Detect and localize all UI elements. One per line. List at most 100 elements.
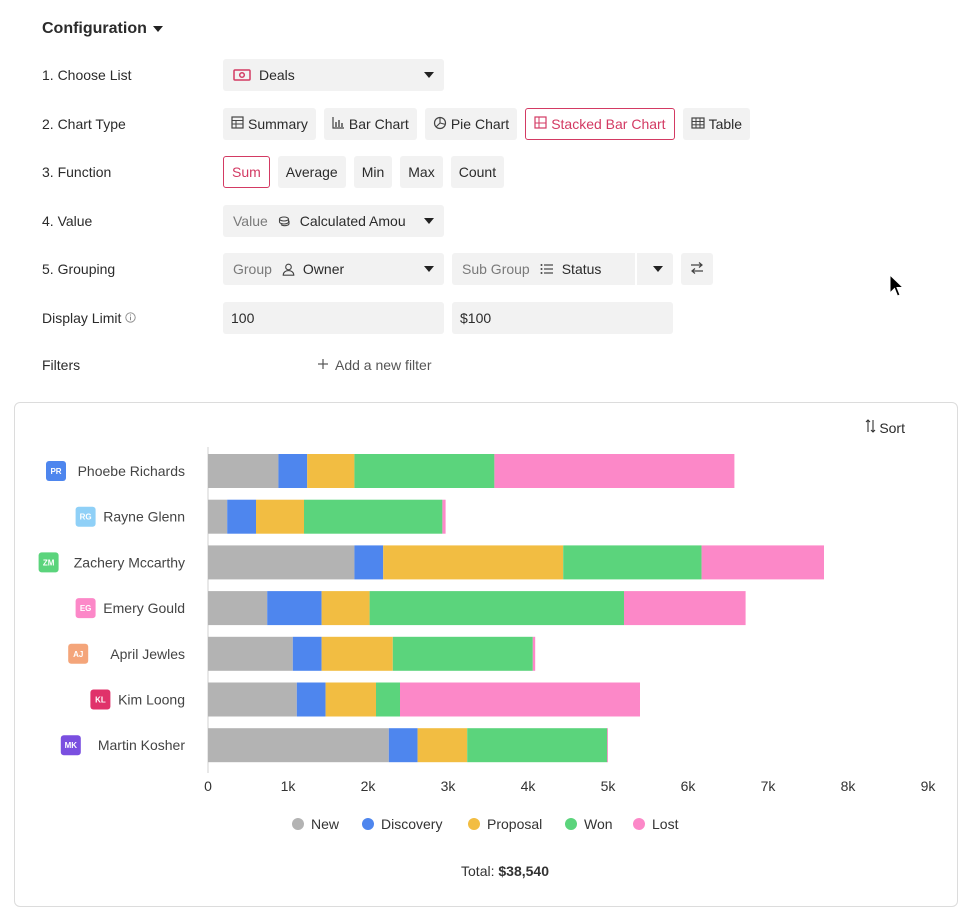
row-chart-type: 2. Chart Type Summary Bar Chart Pie Char… — [42, 108, 942, 140]
chart-type-summary[interactable]: Summary — [223, 108, 316, 140]
x-tick-label: 6k — [681, 778, 697, 794]
bar-segment-discovery — [388, 728, 418, 763]
chevron-down-icon — [424, 266, 434, 272]
choose-list-select[interactable]: Deals — [223, 59, 444, 91]
bar-segment-proposal — [307, 454, 355, 488]
grouping-label: 5. Grouping — [42, 261, 116, 277]
user-icon — [282, 263, 295, 276]
bar-segment-new — [208, 636, 293, 671]
x-tick-label: 5k — [601, 778, 617, 794]
bar-segment-lost — [624, 591, 746, 626]
display-limit-label: Display Limit — [42, 310, 122, 326]
avatar — [75, 598, 96, 619]
function-average[interactable]: Average — [277, 156, 346, 188]
bar-segment-won — [563, 545, 702, 580]
row-value: 4. Value Value Calculated Amou — [42, 205, 942, 237]
bar-segment-new — [208, 499, 228, 534]
function-sum[interactable]: Sum — [223, 156, 270, 188]
chart-type-table[interactable]: Table — [682, 108, 751, 140]
value-value: Calculated Amou — [299, 213, 406, 229]
avatar — [75, 506, 96, 527]
bar-segment-proposal — [321, 591, 370, 626]
bar-segment-lost — [532, 636, 536, 671]
display-limit-input[interactable]: 100 — [223, 302, 444, 334]
chart-type-bar-label: Bar Chart — [348, 116, 409, 132]
avatar — [46, 461, 66, 481]
row-display-limit: Display Limit 100 $100 — [42, 302, 942, 334]
legend-label: Discovery — [381, 816, 442, 832]
bar-segment-new — [208, 728, 389, 763]
configuration-title: Configuration — [42, 20, 147, 37]
bar-segment-proposal — [256, 499, 304, 534]
x-tick-label: 2k — [361, 778, 377, 794]
total-label: Total: — [461, 863, 498, 879]
bar-segment-lost — [607, 728, 608, 763]
bar-segment-lost — [494, 454, 735, 488]
bar-segment-new — [208, 682, 297, 717]
chart-type-pie[interactable]: Pie Chart — [424, 108, 518, 140]
avatar-initials: PR — [50, 467, 61, 476]
category-label: Phoebe Richards — [78, 463, 185, 479]
display-limit-label-group: Display Limit — [42, 310, 212, 326]
money-icon — [233, 69, 251, 81]
select-divider — [635, 253, 637, 285]
function-count[interactable]: Count — [450, 156, 505, 188]
sort-button[interactable]: Sort — [865, 419, 905, 436]
bar-segment-discovery — [227, 499, 256, 534]
bar-segment-discovery — [278, 454, 308, 488]
category-label: Martin Kosher — [98, 737, 185, 753]
avatar — [68, 643, 89, 664]
category-label: Kim Loong — [118, 692, 185, 708]
bar-segment-lost — [442, 499, 446, 534]
total-value: $38,540 — [498, 863, 549, 879]
stacked-bar-chart: Phoebe Richards PR Rayne Glenn RG Zachery Mc… — [38, 447, 936, 879]
chart-type-stacked-bar-label: Stacked Bar Chart — [551, 116, 666, 132]
row-function: 3. Function Sum Average Min Max Count — [42, 156, 942, 188]
plus-icon — [317, 357, 329, 373]
avatar-initials: KL — [95, 696, 106, 705]
chart-type-stacked-bar[interactable]: Stacked Bar Chart — [525, 108, 675, 140]
group-value: Owner — [302, 261, 345, 277]
swap-grouping-button[interactable] — [681, 253, 713, 285]
row-choose-list: 1. Choose List Deals — [42, 59, 942, 91]
function-min[interactable]: Min — [353, 156, 393, 188]
sort-icon — [865, 419, 876, 436]
legend-label: Proposal — [487, 816, 542, 832]
chart-type-bar[interactable]: Bar Chart — [323, 108, 417, 140]
bar-segment-new — [208, 545, 355, 580]
legend-swatch-new — [292, 818, 304, 830]
x-tick-label: 1k — [281, 778, 297, 794]
bar-segment-discovery — [292, 636, 322, 671]
value-label: 4. Value — [42, 213, 93, 229]
info-icon[interactable] — [125, 310, 137, 326]
configuration-toggle[interactable]: Configuration — [42, 20, 163, 38]
x-tick-label: 4k — [521, 778, 537, 794]
subgroup-select[interactable]: Sub Group Status — [452, 253, 673, 285]
bar-segment-won — [467, 728, 608, 763]
choose-list-label: 1. Choose List — [42, 67, 132, 83]
group-prefix: Group — [233, 261, 272, 277]
add-filter-button[interactable]: Add a new filter — [317, 357, 432, 373]
x-tick-label: 8k — [841, 778, 857, 794]
x-tick-label: 0 — [204, 778, 212, 794]
bar-segment-discovery — [267, 591, 322, 626]
category-label: Rayne Glenn — [103, 509, 185, 525]
swap-icon — [689, 261, 705, 278]
subgroup-value: Status — [561, 261, 602, 277]
x-tick-label: 7k — [761, 778, 777, 794]
row-filters: Filters Add a new filter — [42, 349, 942, 381]
legend-swatch-won — [565, 818, 577, 830]
legend-label: Lost — [652, 816, 679, 832]
legend-swatch-proposal — [468, 818, 480, 830]
chart-type-pie-label: Pie Chart — [450, 116, 510, 132]
chart-type-table-label: Table — [708, 116, 743, 132]
amount-limit-input[interactable]: $100 — [452, 302, 673, 334]
avatar — [60, 735, 81, 756]
sort-label: Sort — [879, 419, 905, 436]
function-max[interactable]: Max — [400, 156, 443, 188]
summary-icon — [231, 116, 244, 132]
add-filter-label: Add a new filter — [335, 357, 432, 373]
mouse-cursor-icon — [889, 273, 905, 301]
group-select[interactable]: Group Owner — [223, 253, 444, 285]
value-select[interactable]: Value Calculated Amou — [223, 205, 444, 237]
